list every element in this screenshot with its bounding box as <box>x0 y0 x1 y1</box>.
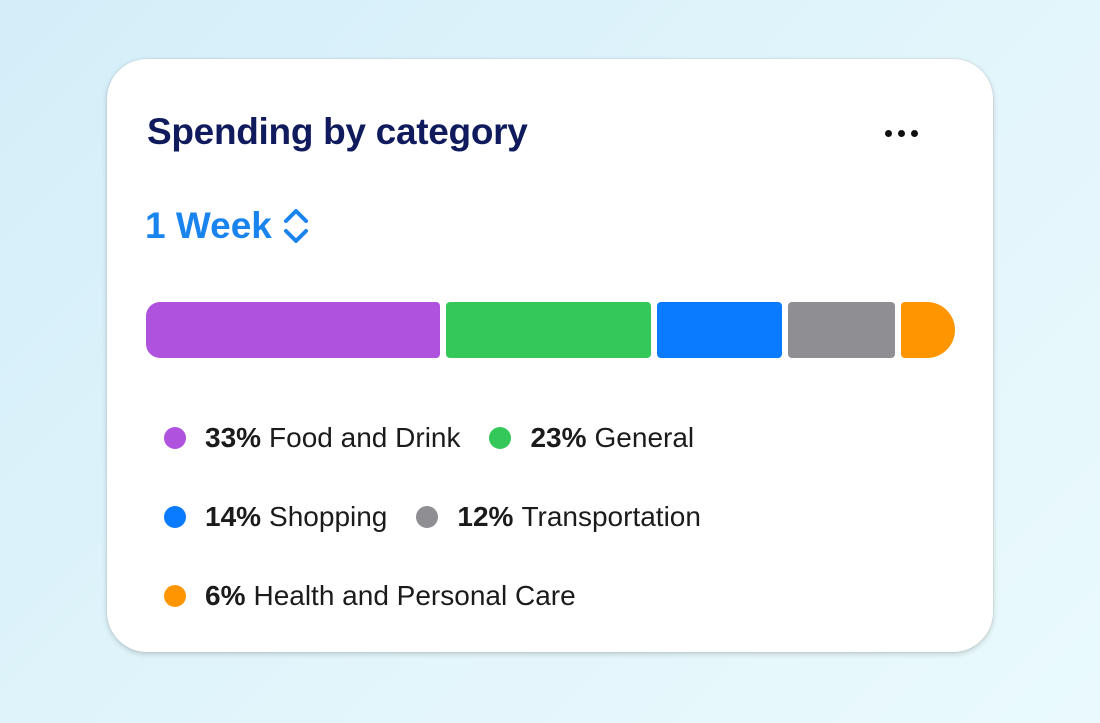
more-horizontal-icon <box>884 129 892 137</box>
legend-row: 33% Food and Drink 23% General <box>164 422 694 454</box>
bar-segment-health-and-personal-care[interactable] <box>901 302 955 358</box>
legend-percent: 14% <box>205 501 262 532</box>
legend-item-food-and-drink: 33% Food and Drink <box>164 422 460 454</box>
bar-segment-shopping[interactable] <box>657 302 782 358</box>
legend-dot <box>164 585 186 607</box>
legend-label: Food and Drink <box>269 422 461 453</box>
legend-item-health-and-personal-care: 6% Health and Personal Care <box>164 580 576 612</box>
legend-item-transportation: 12% Transportation <box>416 501 701 533</box>
legend-dot <box>416 506 439 528</box>
legend-label: Health and Personal Care <box>253 580 576 611</box>
chevron-up-down-icon <box>283 209 308 243</box>
more-horizontal-icon <box>897 129 905 137</box>
legend-percent: 6% <box>205 580 246 611</box>
card-title: Spending by category <box>147 111 528 152</box>
legend-dot <box>164 506 186 528</box>
spending-card: Spending by category 1 Week 33% Food and… <box>107 59 993 652</box>
period-label: 1 Week <box>145 205 272 246</box>
legend-dot <box>164 427 186 449</box>
legend-row: 6% Health and Personal Care <box>164 580 576 612</box>
more-options-button[interactable] <box>875 117 927 149</box>
legend-label: Transportation <box>521 501 701 532</box>
legend-label: General <box>594 422 695 453</box>
legend-percent: 23% <box>530 422 587 453</box>
more-horizontal-icon <box>910 129 918 137</box>
legend-dot <box>489 427 512 449</box>
legend-percent: 12% <box>457 501 514 532</box>
bar-segment-transportation[interactable] <box>788 302 895 358</box>
bar-segment-general[interactable] <box>446 302 651 358</box>
period-selector[interactable]: 1 Week <box>145 205 310 247</box>
legend-row: 14% Shopping 12% Transportation <box>164 501 701 533</box>
legend-item-general: 23% General <box>489 422 694 454</box>
spending-stacked-bar <box>146 302 955 358</box>
legend-item-shopping: 14% Shopping <box>164 501 387 533</box>
legend-label: Shopping <box>269 501 388 532</box>
legend-percent: 33% <box>205 422 262 453</box>
bar-segment-food-and-drink[interactable] <box>146 302 440 358</box>
